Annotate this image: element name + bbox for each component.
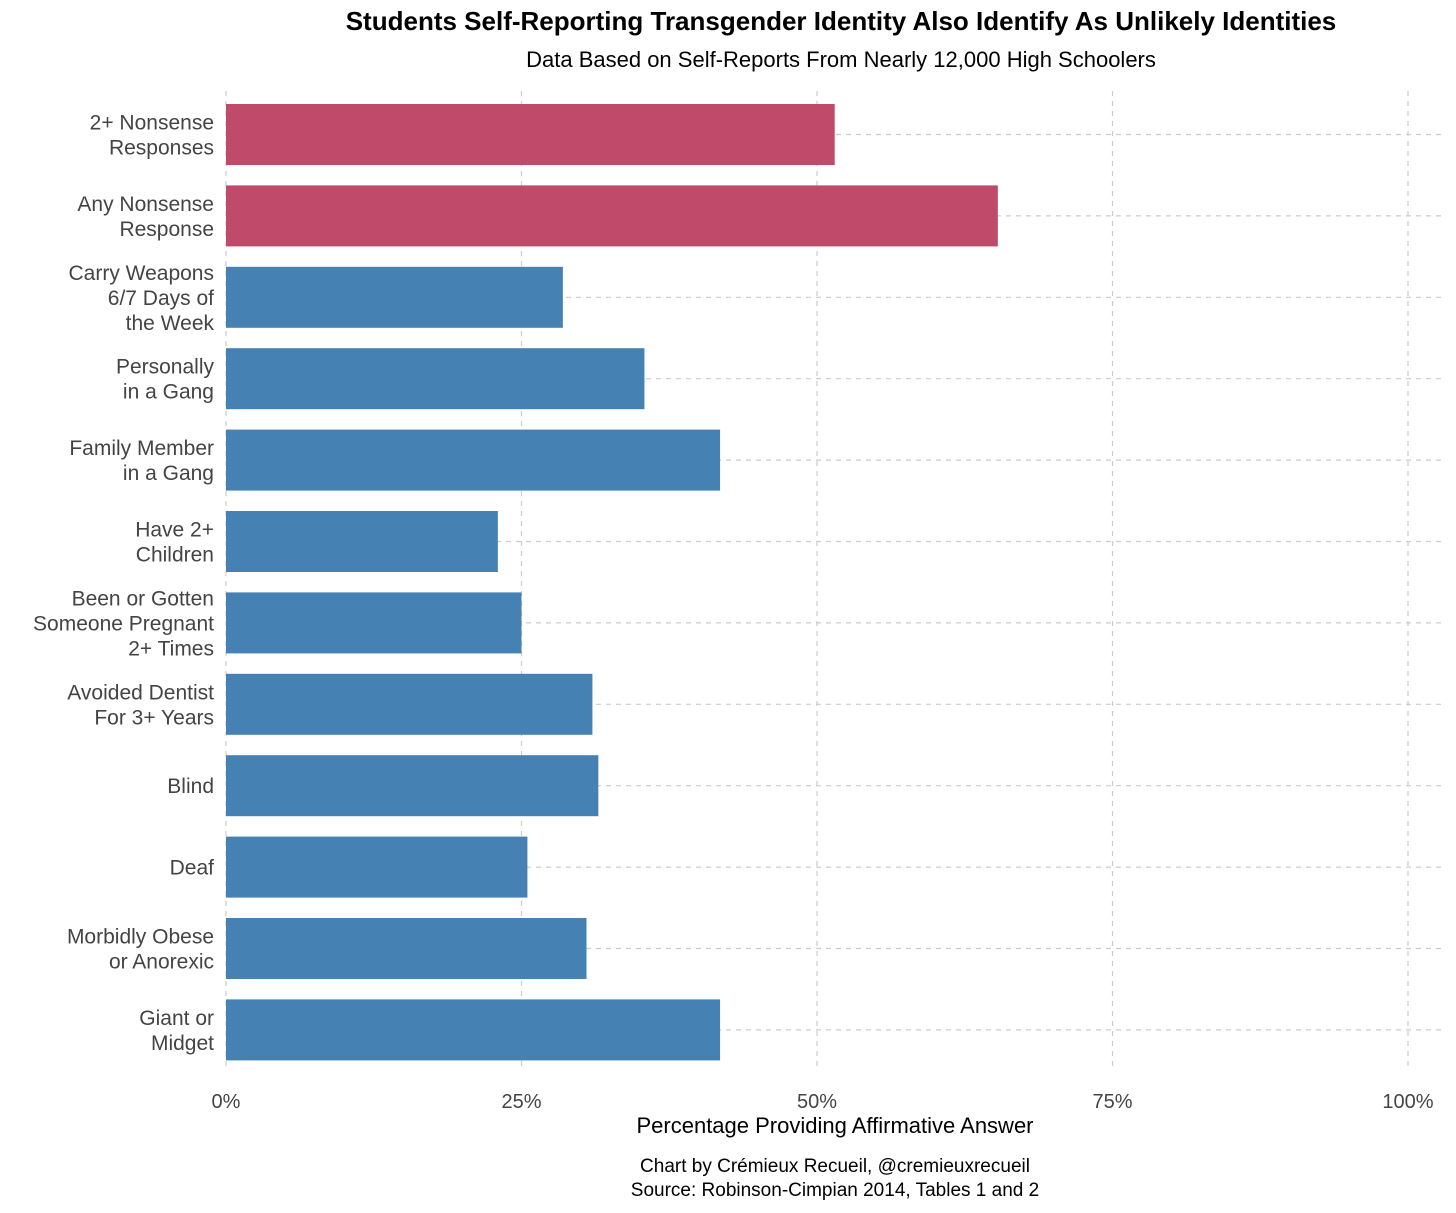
caption-credit: Chart by Crémieux Recueil, @cremieuxrecu… bbox=[640, 1156, 1030, 1177]
bar bbox=[226, 999, 721, 1061]
x-tick-label: 75% bbox=[1092, 1091, 1132, 1113]
x-tick-label: 100% bbox=[1382, 1091, 1433, 1113]
bar bbox=[226, 511, 498, 572]
x-tick-labels: 0% 25% 50% 75% 100% bbox=[212, 1091, 1434, 1113]
category-label: Morbidly Obese or Anorexic bbox=[67, 926, 214, 974]
category-label: Personally in a Gang bbox=[116, 356, 215, 404]
bar bbox=[226, 673, 593, 735]
bar bbox=[226, 592, 522, 654]
x-tick-label: 25% bbox=[501, 1091, 541, 1113]
bar bbox=[226, 266, 563, 328]
category-label: Carry Weapons 6/7 Days of the Week bbox=[68, 262, 214, 335]
category-label: Any Nonsense Response bbox=[77, 193, 214, 241]
chart-title: Students Self-Reporting Transgender Iden… bbox=[345, 6, 1337, 36]
category-label: Blind bbox=[167, 775, 214, 798]
bar bbox=[226, 429, 721, 491]
category-label: 2+ Nonsense Responses bbox=[90, 112, 214, 160]
bar bbox=[226, 348, 645, 410]
category-label: Avoided Dentist For 3+ Years bbox=[67, 681, 214, 729]
caption-source: Source: Robinson-Cimpian 2014, Tables 1 … bbox=[630, 1180, 1040, 1201]
category-labels: 2+ Nonsense Responses Any Nonsense Response… bbox=[33, 112, 214, 1055]
x-axis-label: Percentage Providing Affirmative Answer bbox=[636, 1113, 1034, 1138]
category-label: Family Member in a Gang bbox=[69, 437, 214, 485]
bar bbox=[226, 755, 599, 817]
category-label: Been or Gotten Someone Pregnant 2+ Times bbox=[33, 587, 214, 660]
category-label: Deaf bbox=[170, 857, 215, 880]
x-tick-label: 50% bbox=[797, 1091, 837, 1113]
category-label: Have 2+ Children bbox=[135, 519, 214, 567]
bars bbox=[226, 104, 998, 1061]
chart-subtitle: Data Based on Self-Reports From Nearly 1… bbox=[526, 47, 1156, 72]
bar bbox=[226, 104, 835, 165]
x-tick-label: 0% bbox=[212, 1091, 241, 1113]
category-label: Giant or Midget bbox=[139, 1007, 214, 1055]
bar bbox=[226, 918, 587, 979]
bar bbox=[226, 836, 528, 898]
bar bbox=[226, 185, 998, 247]
